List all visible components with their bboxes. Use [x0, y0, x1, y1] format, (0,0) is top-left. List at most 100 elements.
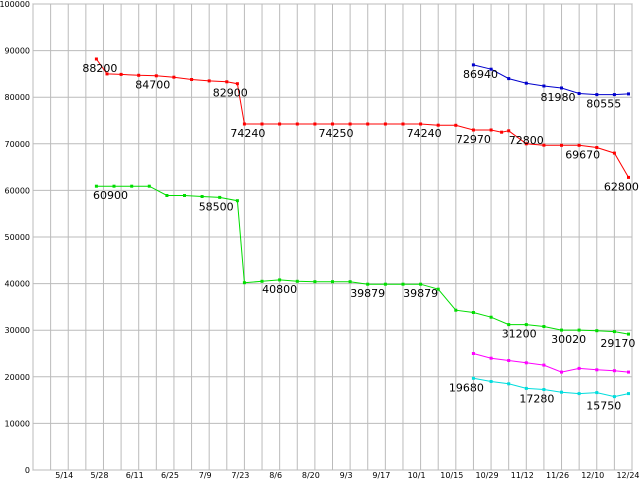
data-label: 62800 — [604, 180, 639, 193]
data-point — [366, 122, 370, 126]
data-point — [542, 388, 546, 391]
data-point — [489, 315, 493, 319]
x-tick-label: 11/26 — [546, 471, 569, 480]
data-point — [242, 122, 246, 126]
data-label: 88200 — [82, 62, 117, 75]
data-point — [471, 352, 475, 355]
y-tick-label: 10000 — [5, 419, 30, 428]
y-tick-label: 30000 — [5, 326, 30, 335]
data-point — [295, 279, 299, 283]
data-point — [137, 73, 141, 77]
y-tick-label: 40000 — [5, 280, 30, 289]
data-point — [147, 184, 151, 188]
x-tick-label: 5/14 — [55, 471, 73, 480]
data-point — [627, 175, 630, 179]
data-point — [172, 75, 176, 79]
data-point — [401, 122, 405, 126]
x-tick-label: 11/12 — [511, 471, 534, 480]
data-label: 15750 — [586, 400, 621, 413]
data-point — [627, 392, 630, 396]
data-point — [225, 80, 229, 84]
y-tick-label: 70000 — [5, 140, 30, 149]
data-point — [165, 194, 169, 197]
data-point — [119, 72, 123, 76]
data-point — [507, 129, 511, 133]
x-tick-label: 7/23 — [231, 471, 249, 480]
data-point — [542, 363, 546, 367]
data-point — [489, 67, 493, 71]
data-point — [278, 278, 282, 282]
data-label: 82900 — [213, 87, 248, 100]
data-point — [419, 282, 423, 286]
data-point — [595, 391, 599, 395]
series-line-4 — [473, 353, 629, 373]
y-tick-label: 50000 — [5, 233, 30, 242]
data-point — [112, 184, 116, 188]
x-tick-label: 10/29 — [476, 471, 499, 480]
data-label: 60900 — [93, 189, 128, 202]
data-point — [366, 282, 370, 286]
data-point — [105, 72, 109, 76]
data-point — [560, 143, 563, 147]
y-tick-label: 100000 — [0, 0, 30, 9]
data-point — [278, 122, 282, 126]
data-point — [218, 195, 222, 199]
data-point — [454, 308, 458, 312]
data-label: 19680 — [449, 381, 484, 394]
data-point — [507, 382, 511, 386]
data-point — [500, 130, 504, 134]
data-point — [383, 282, 387, 286]
data-point — [612, 151, 616, 155]
data-point — [595, 93, 599, 97]
data-label: 40800 — [262, 283, 297, 296]
x-tick-label: 8/20 — [302, 471, 320, 480]
x-tick-label: 6/25 — [161, 471, 179, 480]
x-tick-label: 9/17 — [372, 471, 390, 480]
data-point — [595, 329, 599, 333]
data-point — [524, 361, 528, 365]
y-tick-label: 90000 — [5, 47, 30, 56]
data-point — [401, 282, 405, 286]
data-label: 74250 — [319, 127, 354, 140]
data-point — [577, 366, 581, 370]
data-point — [612, 395, 616, 399]
data-label: 74240 — [407, 127, 442, 140]
data-label: 81980 — [541, 91, 576, 104]
data-point — [436, 287, 440, 291]
data-point — [524, 323, 528, 327]
data-point — [154, 74, 158, 78]
x-tick-label: 7/9 — [199, 471, 212, 480]
series-line-1 — [95, 58, 629, 178]
data-point — [183, 194, 186, 197]
x-tick-label: 12/24 — [616, 471, 639, 480]
data-point — [595, 146, 599, 149]
data-label: 39879 — [350, 287, 385, 300]
data-point — [560, 370, 563, 374]
data-point — [383, 122, 387, 126]
data-point — [577, 392, 581, 396]
data-point — [348, 280, 352, 284]
data-point — [235, 82, 239, 86]
data-label: 31200 — [502, 328, 537, 341]
data-point — [507, 77, 511, 81]
series-line-5 — [473, 377, 629, 398]
data-point — [524, 386, 528, 390]
data-label: 72800 — [509, 134, 544, 147]
data-point — [507, 359, 511, 362]
data-label: 74240 — [230, 127, 265, 140]
x-tick-label: 5/28 — [90, 471, 108, 480]
x-tick-label: 8/6 — [269, 471, 282, 480]
data-point — [524, 81, 528, 85]
x-tick-label: 6/11 — [126, 471, 144, 480]
data-point — [94, 184, 98, 188]
data-point — [560, 328, 563, 332]
data-point — [489, 356, 493, 360]
data-point — [313, 122, 317, 126]
data-point — [260, 279, 264, 283]
data-label: 58500 — [199, 200, 234, 213]
x-tick-label: 12/10 — [581, 471, 604, 480]
data-point — [542, 325, 546, 328]
data-label: 29170 — [600, 337, 635, 350]
